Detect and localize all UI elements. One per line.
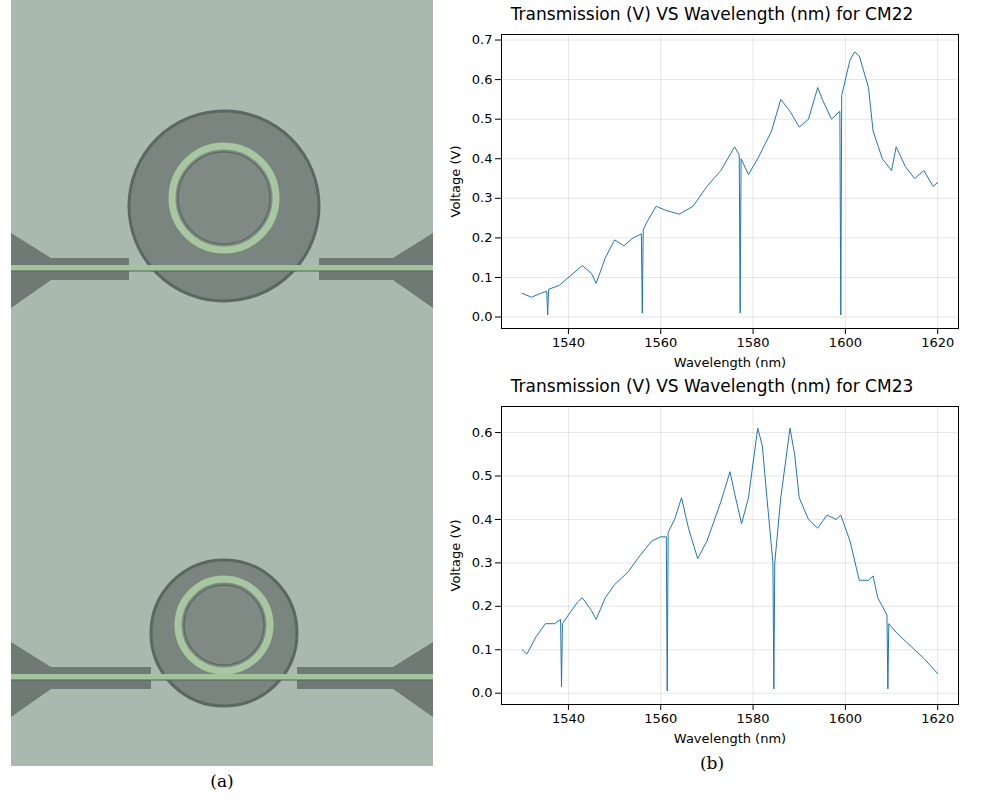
svg-text:0.2: 0.2 (472, 230, 493, 245)
html-text:(b): (b) (699, 753, 725, 773)
svg-text:0.0: 0.0 (472, 309, 493, 324)
svg-text:1580: 1580 (737, 711, 770, 726)
svg-text:1560: 1560 (644, 711, 677, 726)
html-text:Transmission (V) VS Wavelength: Transmission (V) VS Wavelength (nm) for … (510, 4, 914, 24)
svg-text:1620: 1620 (921, 711, 954, 726)
svg-text:0.6: 0.6 (472, 425, 493, 440)
svg-text:1540: 1540 (552, 335, 585, 350)
svg-text:0.5: 0.5 (472, 111, 493, 126)
svg-text:1540: 1540 (552, 711, 585, 726)
svg-text:0.6: 0.6 (472, 72, 493, 87)
html-text:(a): (a) (210, 771, 234, 791)
svg-text:0.0: 0.0 (472, 685, 493, 700)
svg-text:0.3: 0.3 (472, 190, 493, 205)
svg-text:0.2: 0.2 (472, 598, 493, 613)
svg-text:Wavelength (nm): Wavelength (nm) (674, 355, 786, 370)
html-text:Transmission (V) VS Wavelength: Transmission (V) VS Wavelength (nm) for … (510, 376, 914, 396)
svg-text:0.4: 0.4 (472, 151, 493, 166)
svg-text:0.1: 0.1 (472, 642, 493, 657)
svg-text:Voltage (V): Voltage (V) (448, 520, 463, 592)
svg-text:Voltage (V): Voltage (V) (448, 146, 463, 218)
svg-text:1600: 1600 (829, 335, 862, 350)
svg-text:1620: 1620 (921, 335, 954, 350)
svg-text:0.7: 0.7 (472, 32, 493, 47)
svg-text:0.5: 0.5 (472, 468, 493, 483)
svg-text:1580: 1580 (737, 335, 770, 350)
svg-text:0.1: 0.1 (472, 270, 493, 285)
svg-text:Wavelength (nm): Wavelength (nm) (674, 731, 786, 746)
svg-text:0.3: 0.3 (472, 555, 493, 570)
svg-text:0.4: 0.4 (472, 512, 493, 527)
svg-text:1600: 1600 (829, 711, 862, 726)
svg-text:1560: 1560 (644, 335, 677, 350)
